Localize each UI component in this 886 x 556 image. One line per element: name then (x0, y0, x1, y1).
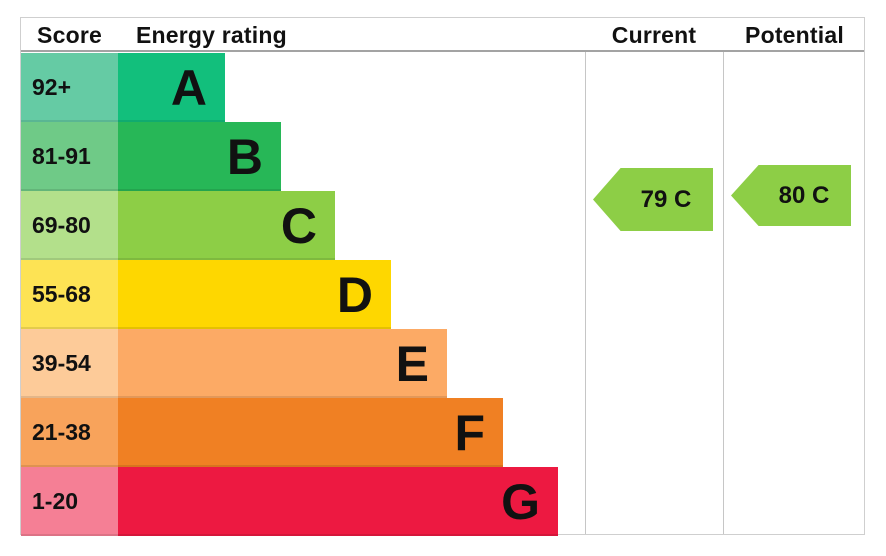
band-row-c: 69-80 C (21, 191, 585, 260)
header-row: Score Energy rating Current Potential (21, 18, 864, 52)
potential-column-divider (723, 18, 724, 534)
band-row-a: 92+ A (21, 53, 585, 122)
score-column-header: Score (37, 21, 102, 48)
score-range-a: 92+ (21, 53, 118, 122)
band-bar-e: E (118, 329, 447, 398)
band-bar-g: G (118, 467, 558, 536)
score-range-f: 21-38 (21, 398, 118, 467)
epc-rating-chart: Score Energy rating Current Potential 92… (20, 17, 865, 536)
band-bar-a: A (118, 53, 225, 122)
score-range-c: 69-80 (21, 191, 118, 260)
current-column-header: Current (611, 21, 697, 48)
band-bar-f: F (118, 398, 503, 467)
band-row-f: 21-38 F (21, 398, 585, 467)
potential-rating-arrow: 80 C (731, 165, 851, 226)
band-bar-d: D (118, 260, 391, 329)
potential-column-header: Potential (745, 21, 844, 48)
band-row-g: 1-20 G (21, 467, 585, 536)
band-row-b: 81-91 B (21, 122, 585, 191)
score-range-d: 55-68 (21, 260, 118, 329)
current-column-divider (585, 18, 586, 534)
band-row-d: 55-68 D (21, 260, 585, 329)
current-rating-arrow: 79 C (593, 168, 713, 231)
score-range-g: 1-20 (21, 467, 118, 536)
band-bar-c: C (118, 191, 335, 260)
energy-rating-column-header: Energy rating (136, 21, 287, 48)
band-bar-b: B (118, 122, 281, 191)
score-range-b: 81-91 (21, 122, 118, 191)
score-range-e: 39-54 (21, 329, 118, 398)
band-row-e: 39-54 E (21, 329, 585, 398)
